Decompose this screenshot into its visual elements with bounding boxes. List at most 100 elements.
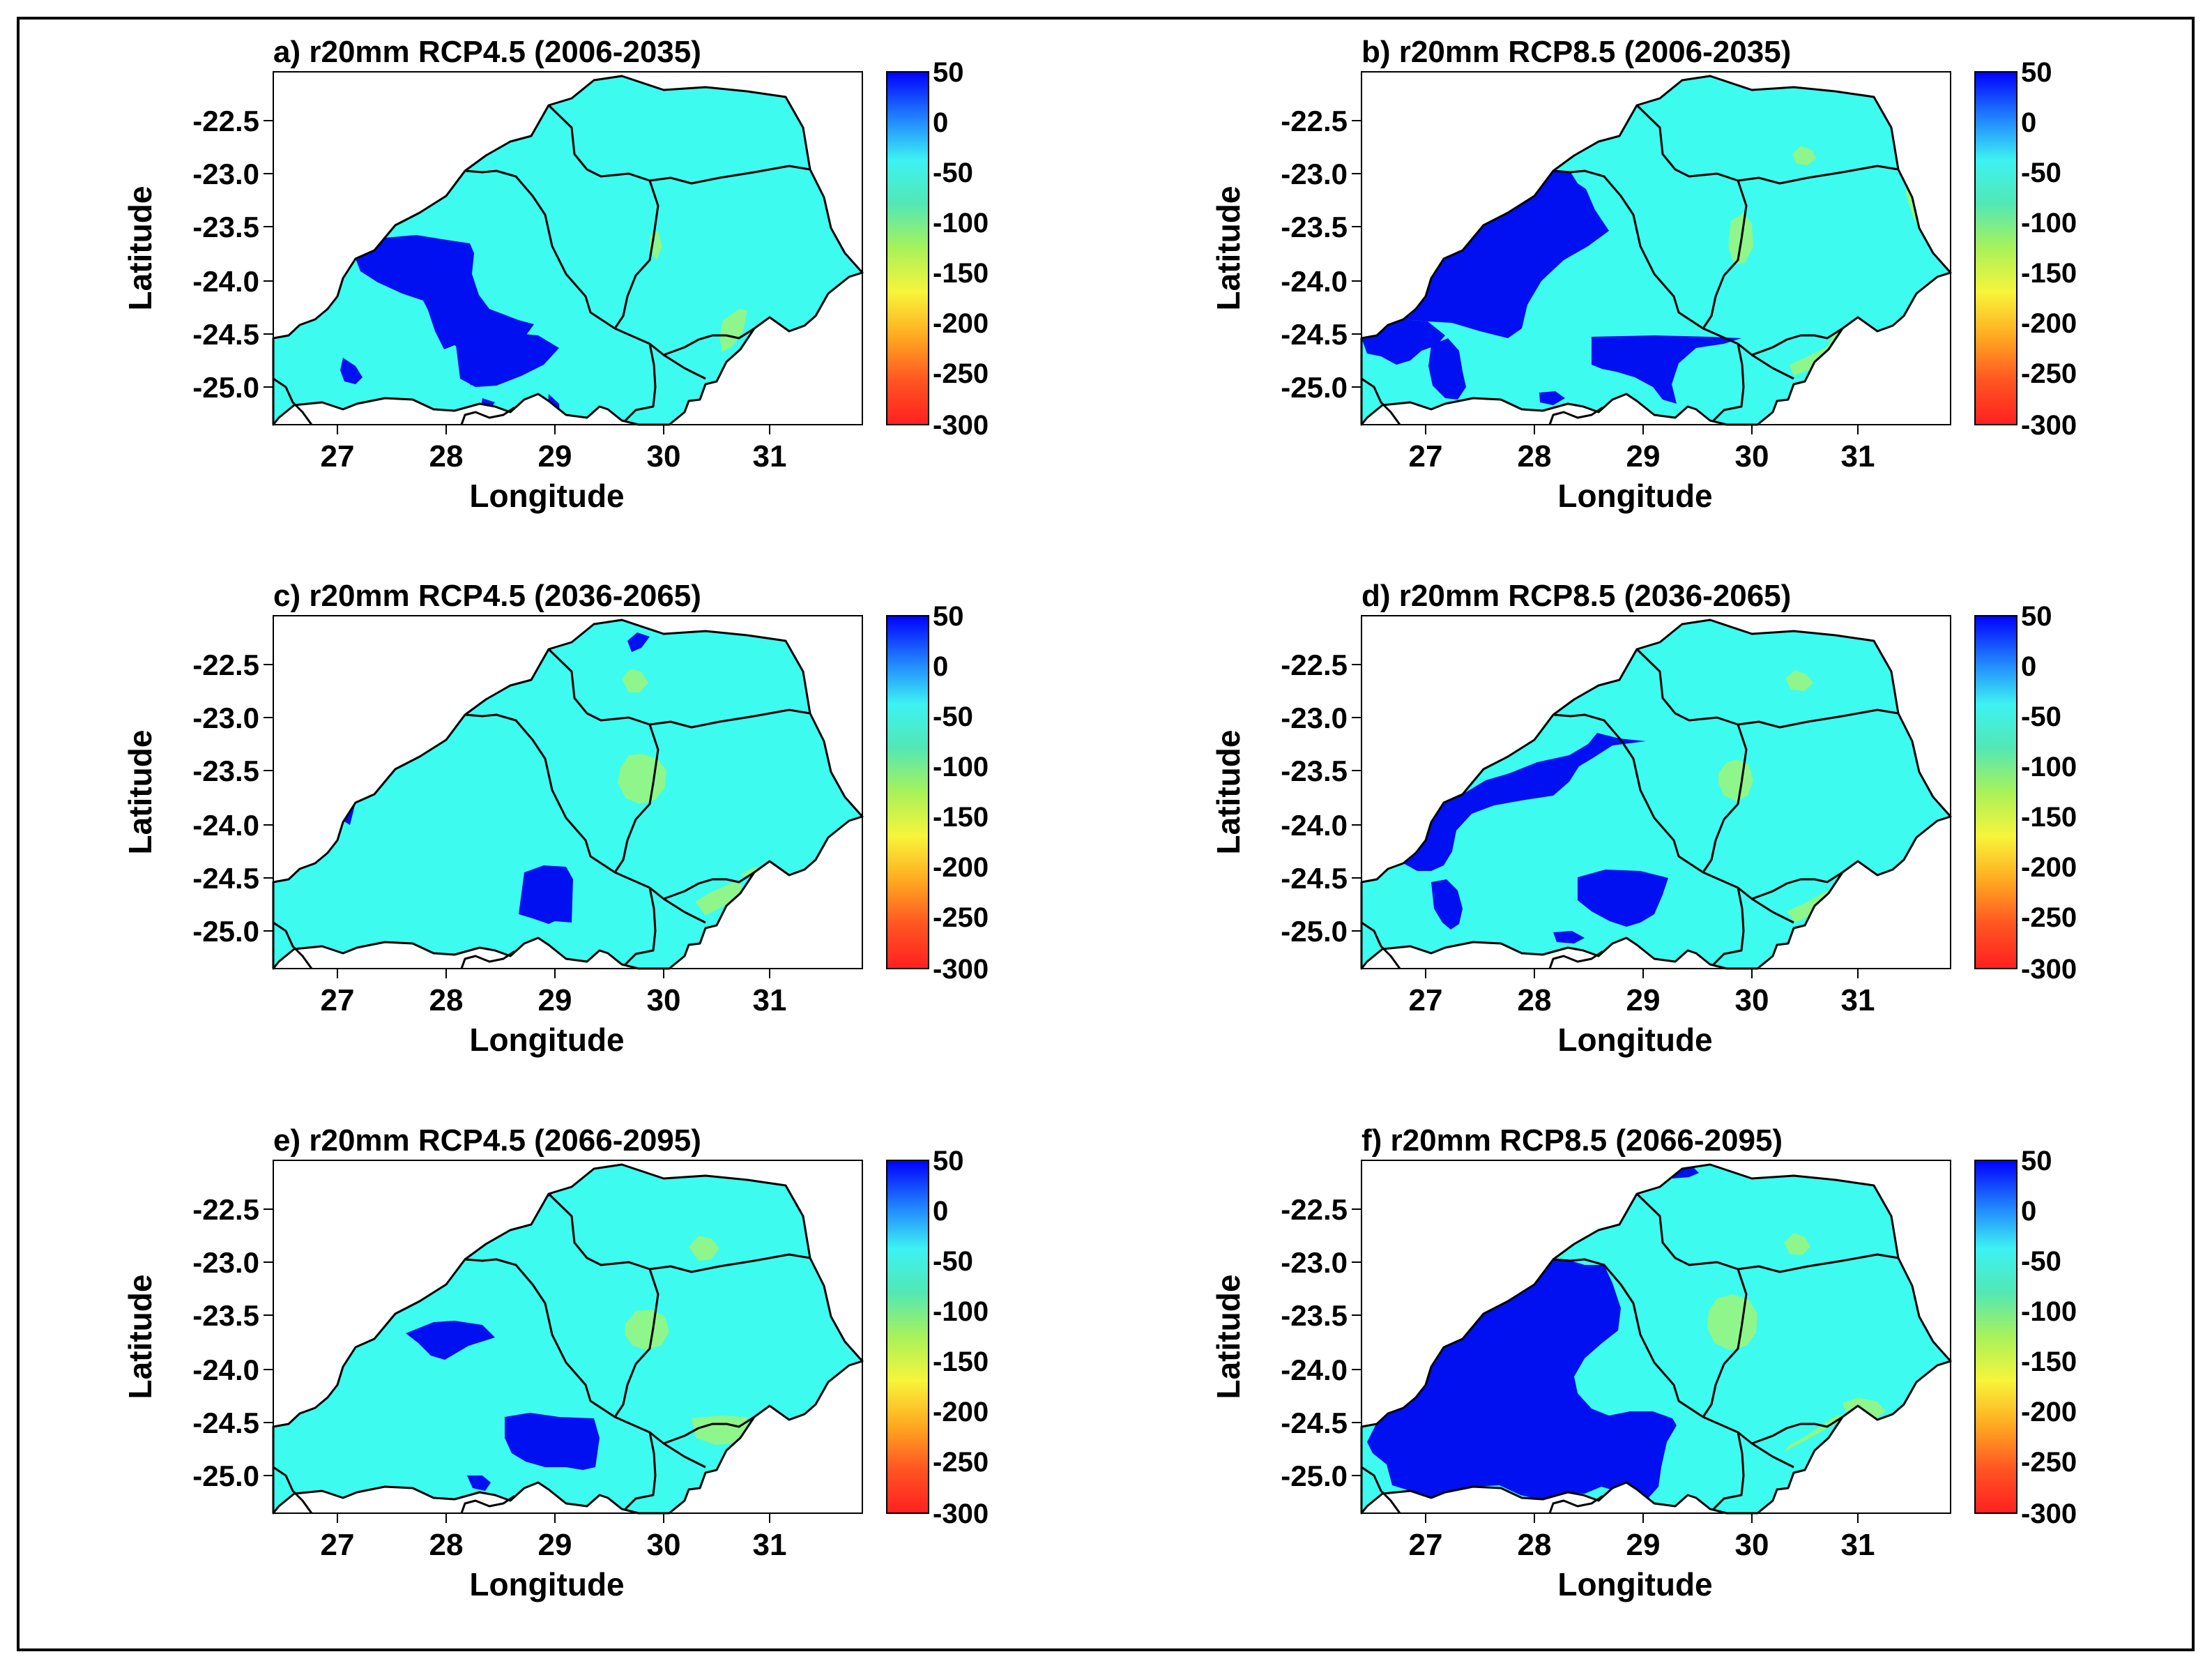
y-tick-label: -24.5 <box>1281 318 1348 351</box>
province-boundary <box>272 75 864 426</box>
district-boundary <box>460 950 515 969</box>
district-boundary <box>624 1432 657 1510</box>
panels-container: a) r20mm RCP4.5 (2006-2035) -22.5 -23.0 -23… <box>122 35 2077 1602</box>
colorbar-tick-label: 0 <box>933 1196 948 1227</box>
x-tick-label: 27 <box>321 983 355 1017</box>
x-tick-label: 30 <box>647 983 681 1017</box>
x-tick-label: 27 <box>1409 1528 1443 1562</box>
wet-anomaly-region <box>1539 391 1565 405</box>
wet-anomaly-region <box>1403 733 1646 871</box>
panel-title: f) r20mm RCP8.5 (2066-2095) <box>1361 1123 1783 1158</box>
x-tick-label: 31 <box>1841 1528 1875 1562</box>
colorbar-tick-label: -300 <box>933 954 989 985</box>
map-area <box>272 619 864 970</box>
colorbar-tick-label: 0 <box>933 651 948 682</box>
colorbar-tick-label: -150 <box>933 258 989 289</box>
colorbar-tick-label: -200 <box>933 852 989 883</box>
y-tick-label: -23.5 <box>1281 1299 1348 1332</box>
colorbar-scale <box>1974 71 2018 425</box>
dry-anomaly-region <box>1790 327 1844 376</box>
colorbar-tick-label: -100 <box>2021 208 2077 238</box>
y-tick-label: -25.0 <box>192 915 259 948</box>
district-boundary <box>1751 327 1843 356</box>
wet-anomaly-region <box>1553 931 1585 943</box>
colorbar-tick-label: -100 <box>933 1296 989 1327</box>
colorbar: 50 0 -50 -100 -150 -200 -250 -300 <box>1974 601 2077 985</box>
y-tick-label: -24.0 <box>1281 265 1348 298</box>
colorbar-tick-label: -300 <box>2021 410 2077 441</box>
y-tick-label: -22.5 <box>192 649 259 681</box>
colorbar-tick-label: -200 <box>2021 308 2077 339</box>
province-outline <box>273 620 862 969</box>
district-boundary <box>1548 950 1603 969</box>
colorbar-tick-label: -200 <box>933 308 989 339</box>
map-area <box>1360 619 1952 970</box>
x-tick-label: 29 <box>1626 1528 1661 1562</box>
province-outline <box>273 76 862 425</box>
map-area <box>272 75 864 426</box>
x-tick-label: 29 <box>1626 439 1661 473</box>
y-tick-label: -23.0 <box>192 1246 259 1279</box>
colorbar-tick-label: -100 <box>2021 1296 2077 1327</box>
colorbar-tick-label: -150 <box>2021 1347 2077 1377</box>
plot-frame <box>1361 615 1951 969</box>
y-tick-label: -24.5 <box>192 1407 259 1439</box>
colorbar: 50 0 -50 -100 -150 -200 -250 -300 <box>1974 57 2077 441</box>
colorbar-tick-label: -50 <box>2021 702 2061 732</box>
y-axis-label: Latitude <box>122 1275 158 1400</box>
district-boundary <box>464 169 706 380</box>
colorbar-scale <box>886 1160 929 1514</box>
y-tick-label: -22.5 <box>192 105 259 137</box>
x-tick-label: 28 <box>429 1528 464 1562</box>
plot-frame <box>273 615 863 969</box>
x-tick-label: 30 <box>647 439 681 473</box>
x-tick-label: 30 <box>1735 1528 1769 1562</box>
wet-anomaly-region <box>1367 1259 1677 1505</box>
y-tick-label: -24.0 <box>1281 1354 1348 1386</box>
district-boundary <box>1712 887 1745 966</box>
colorbar-tick-label: 50 <box>933 1146 964 1176</box>
district-boundary <box>460 407 515 425</box>
plot-frame <box>1361 1160 1951 1514</box>
district-boundary <box>1553 1258 1794 1469</box>
x-tick-label: 28 <box>1518 439 1552 473</box>
colorbar-tick-label: 50 <box>933 57 964 88</box>
wet-anomaly-region <box>1578 870 1668 927</box>
y-tick-label: -23.5 <box>192 755 259 787</box>
district-boundary <box>1548 1495 1603 1514</box>
province-boundary <box>272 619 864 970</box>
colorbar-tick-label: -100 <box>2021 752 2077 782</box>
colorbar-tick-label: -200 <box>2021 852 2077 883</box>
colorbar-tick-label: -200 <box>933 1397 989 1427</box>
y-tick-label: -24.5 <box>192 862 259 895</box>
x-tick-label: 27 <box>1409 439 1443 473</box>
y-axis-label: Latitude <box>1210 730 1246 855</box>
map-area <box>1360 75 1952 426</box>
colorbar-tick-label: -150 <box>2021 802 2077 833</box>
x-tick-label: 31 <box>1841 439 1875 473</box>
colorbar-tick-label: -300 <box>2021 954 2077 985</box>
panel-title: e) r20mm RCP4.5 (2066-2095) <box>273 1123 701 1158</box>
district-boundary <box>1361 377 1401 425</box>
panel-f: f) r20mm RCP8.5 (2066-2095) -22.5 -23.0 -23… <box>1210 1123 2077 1602</box>
colorbar-tick-label: -50 <box>933 158 973 188</box>
panel-c: c) r20mm RCP4.5 (2036-2065) -22.5 -23.0 -23… <box>122 579 989 1058</box>
district-boundary <box>1712 343 1745 422</box>
colorbar-scale <box>1974 1160 2018 1514</box>
x-axis-label: Longitude <box>469 478 624 514</box>
district-boundary <box>464 713 706 924</box>
district-boundary <box>464 1258 706 1469</box>
y-tick-label: -23.0 <box>192 158 259 190</box>
dry-anomaly-region <box>622 669 648 692</box>
x-tick-label: 30 <box>647 1528 681 1562</box>
y-tick-label: -22.5 <box>1281 649 1348 681</box>
dry-anomaly-region <box>1784 1414 1854 1452</box>
x-tick-label: 28 <box>429 983 464 1017</box>
x-axis-label: Longitude <box>469 1022 624 1058</box>
district-boundary <box>273 1466 313 1514</box>
y-tick-label: -23.5 <box>1281 755 1348 787</box>
x-axis-label: Longitude <box>1557 1022 1712 1058</box>
colorbar-tick-label: -250 <box>2021 902 2077 933</box>
province-boundary <box>272 1163 864 1515</box>
